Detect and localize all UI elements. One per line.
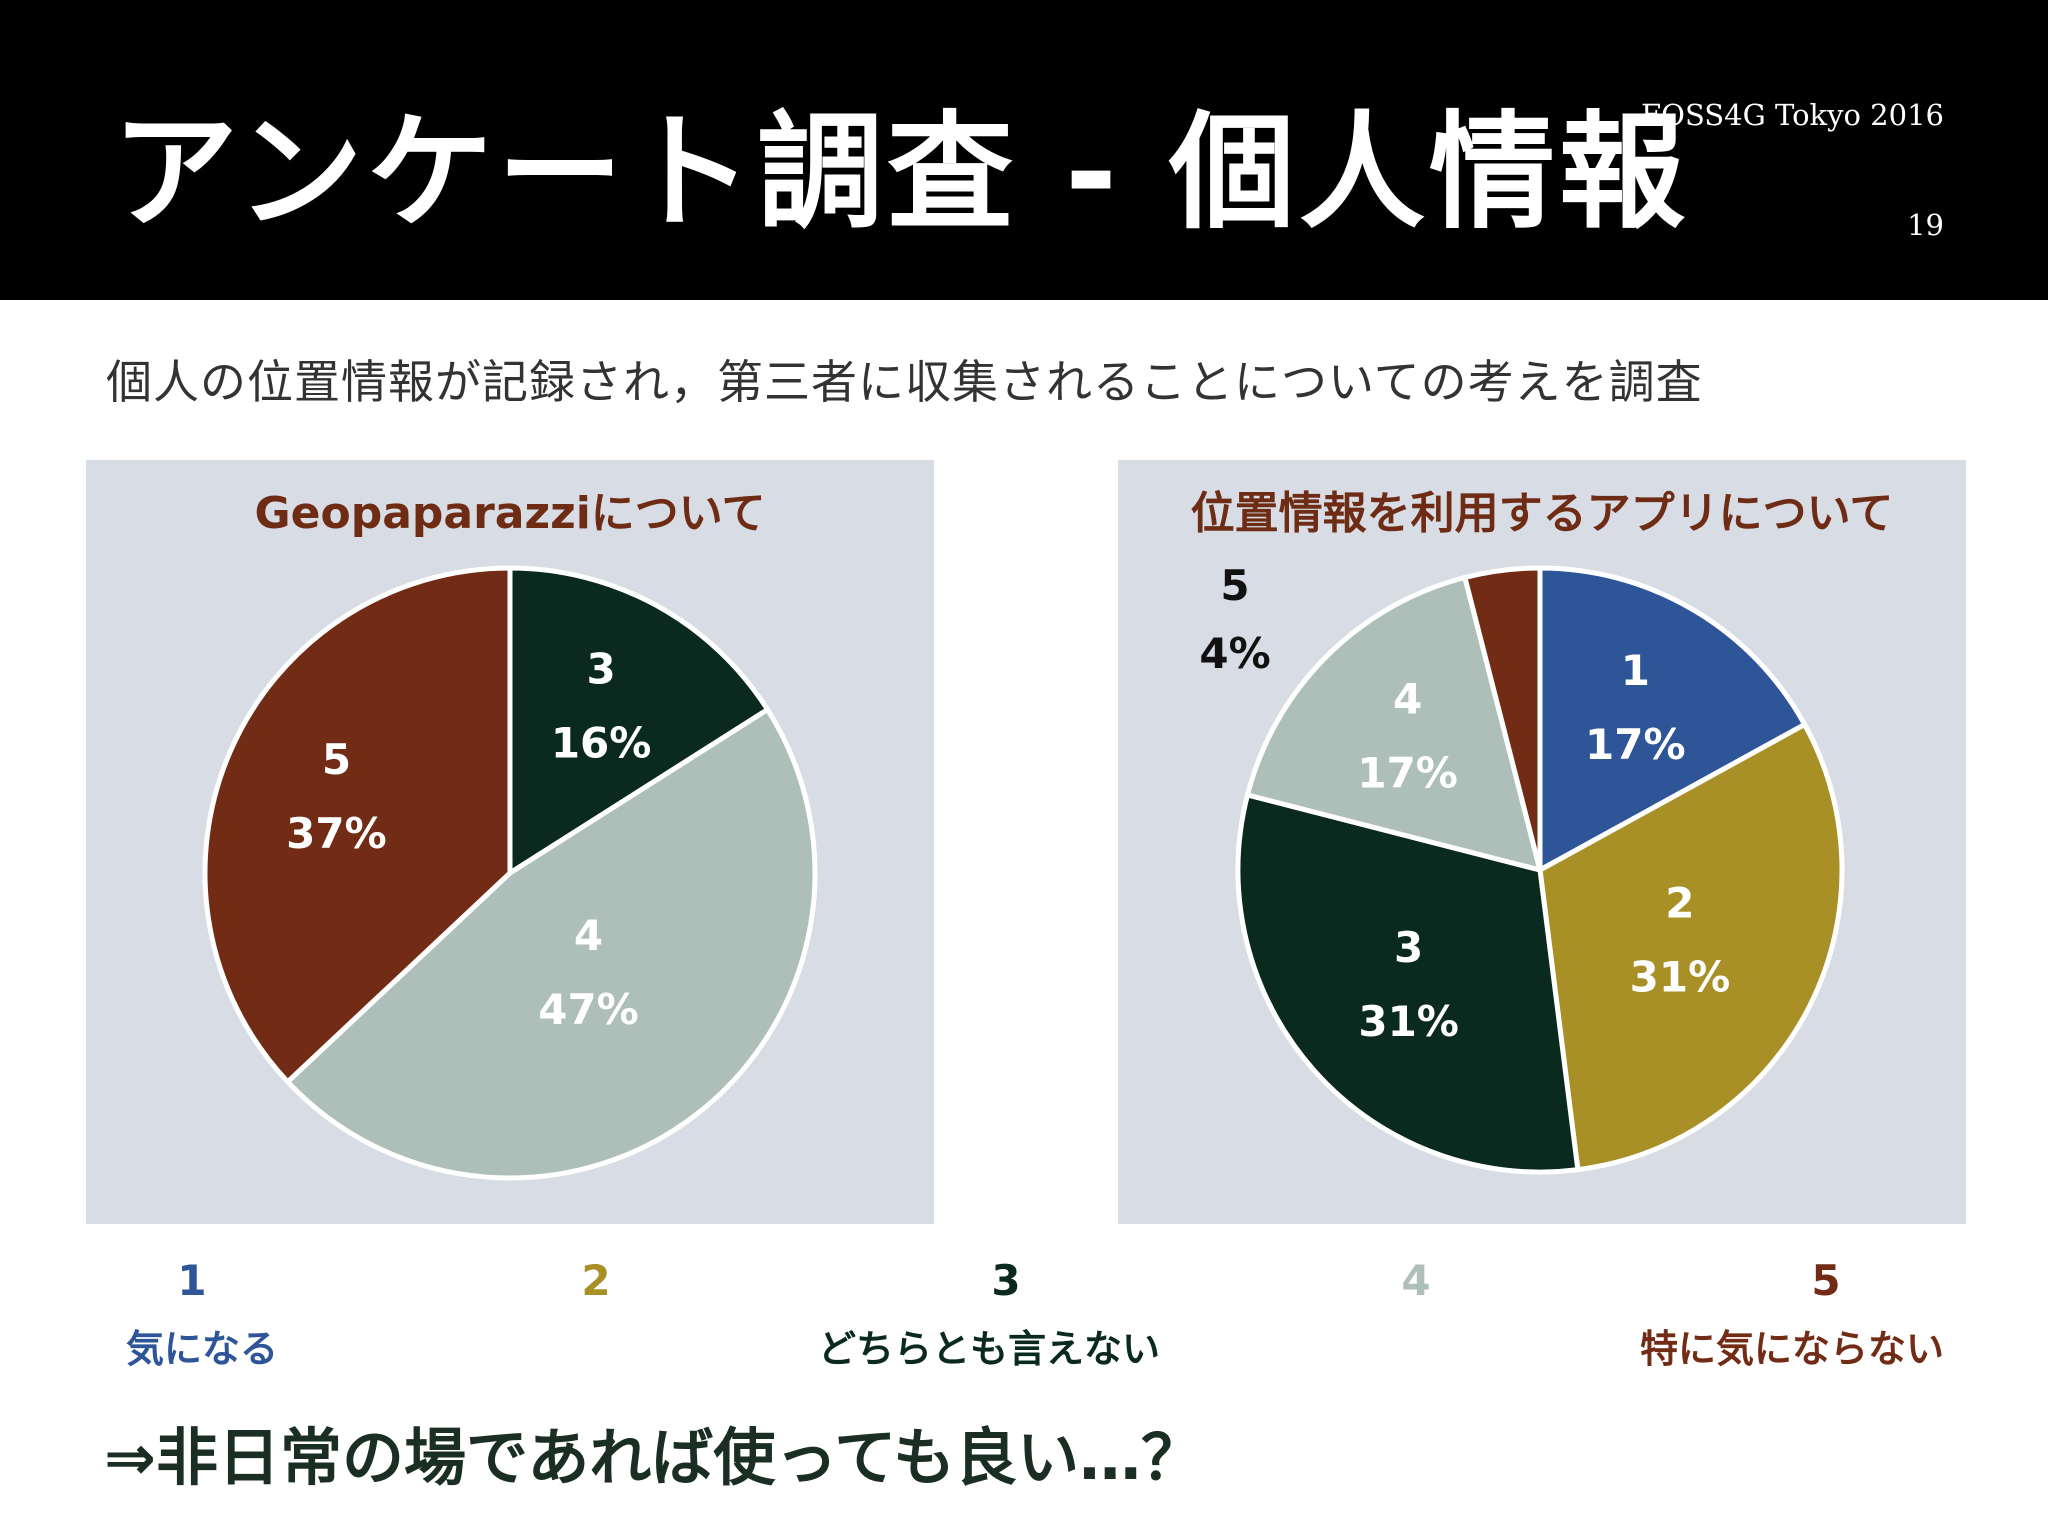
slide-header: アンケート調査 - 個人情報 FOSS4G Tokyo 2016 19	[0, 0, 2048, 300]
pie2-label-category-2: 2	[1665, 878, 1694, 927]
pie1-label-category-5: 5	[322, 735, 351, 784]
pie1-slice-5	[202, 565, 513, 1085]
legend-number-3: 3	[991, 1256, 1021, 1305]
legend-desc-1: 気になる	[126, 1327, 279, 1371]
slide-title: アンケート調査 - 個人情報	[112, 99, 1689, 246]
pie1-slice-3	[507, 565, 771, 876]
pie2-slice-2	[1537, 722, 1845, 1173]
pie2-label-category-1: 1	[1621, 646, 1650, 695]
legend-number-1: 1	[177, 1256, 207, 1305]
pie2-slice-5	[1462, 565, 1543, 873]
pie1-label-percent-3: 16%	[551, 718, 652, 767]
pie2-label-percent-1: 17%	[1585, 720, 1686, 769]
pie1-label-percent-5: 37%	[286, 809, 387, 858]
pie1-label-category-3: 3	[586, 644, 615, 693]
chart-title-location-apps: 位置情報を利用するアプリについて	[1190, 488, 1894, 539]
conclusion-text: ⇒非日常の場であれば使っても良い…？	[104, 1421, 1204, 1494]
pie2-slice-4	[1244, 574, 1543, 873]
pie2-label-percent-3: 31%	[1358, 997, 1459, 1046]
pie2-slice-3	[1235, 792, 1581, 1175]
pie1-slice-4	[285, 707, 818, 1181]
pie1-label-percent-4: 47%	[538, 985, 639, 1034]
chart-title-geopaparazzi: Geopaparazziについて	[254, 488, 766, 539]
legend-number-2: 2	[581, 1256, 611, 1305]
page-number: 19	[1907, 208, 1944, 242]
pie2-label-category-3: 3	[1394, 923, 1423, 972]
pie2-label-category-5: 5	[1220, 561, 1249, 610]
pie2-label-percent-4: 17%	[1357, 749, 1458, 798]
pie1-label-category-4: 4	[574, 911, 603, 960]
legend-desc-3: どちらとも言えない	[818, 1327, 1161, 1371]
legend-number-4: 4	[1401, 1256, 1431, 1305]
pie2-label-percent-2: 31%	[1630, 952, 1731, 1001]
pie2-label-category-4: 4	[1393, 675, 1422, 724]
pie2-slice-1	[1537, 565, 1808, 873]
legend-number-5: 5	[1811, 1256, 1841, 1305]
slide-subtitle: 個人の位置情報が記録され，第三者に収集されることについての考えを調査	[106, 355, 1703, 409]
legend-desc-5: 特に気にならない	[1640, 1327, 1945, 1371]
conference-name: FOSS4G Tokyo 2016	[1641, 98, 1944, 132]
pie2-label-percent-5: 4%	[1199, 629, 1270, 678]
